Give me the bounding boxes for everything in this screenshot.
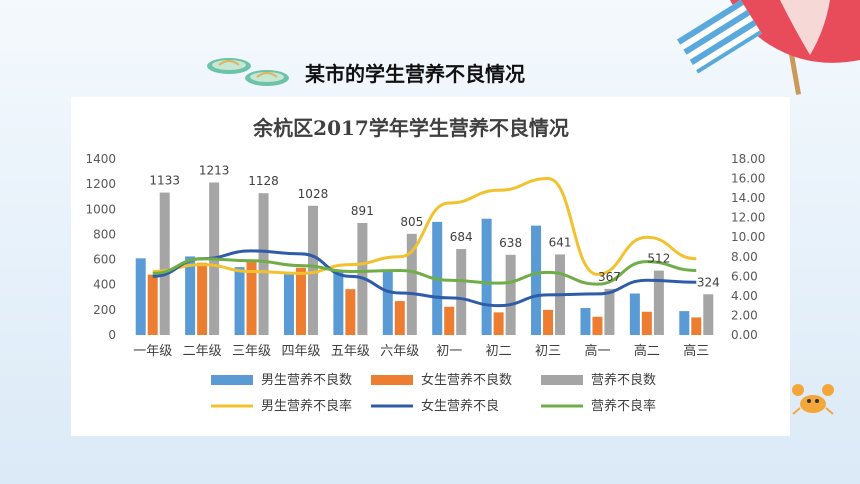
legend-label: 女生营养不良数 bbox=[421, 372, 512, 388]
flip-flops-icon bbox=[207, 58, 289, 86]
legend-label: 营养不良率 bbox=[591, 398, 656, 414]
legend-swatch bbox=[211, 375, 253, 385]
y-left-tick-label: 600 bbox=[93, 253, 116, 267]
x-tick-label: 三年级 bbox=[232, 344, 271, 359]
bar-data-label: 638 bbox=[499, 236, 522, 250]
y-right-tick-label: 2.00 bbox=[731, 308, 758, 322]
bar bbox=[604, 288, 615, 335]
y-right-tick-label: 18.00 bbox=[731, 152, 765, 166]
y-right-tick-label: 6.00 bbox=[731, 269, 758, 283]
x-tick-label: 六年级 bbox=[380, 344, 419, 359]
bar bbox=[531, 225, 542, 335]
bar bbox=[493, 312, 504, 335]
legend-label: 男生营养不良数 bbox=[261, 372, 352, 388]
bar bbox=[543, 309, 554, 335]
y-left-tick-label: 0 bbox=[108, 328, 116, 342]
x-tick-label: 初二 bbox=[486, 344, 512, 359]
bar bbox=[679, 311, 690, 335]
bar bbox=[444, 306, 455, 335]
legend-swatch bbox=[371, 375, 413, 385]
y-right-tick-label: 14.00 bbox=[731, 191, 765, 205]
crab-icon bbox=[792, 384, 834, 415]
x-tick-label: 初三 bbox=[535, 344, 561, 359]
legend-label: 女生营养不良 bbox=[421, 398, 499, 414]
bar bbox=[295, 267, 306, 335]
legend-swatch bbox=[541, 375, 583, 385]
legend-label: 营养不良数 bbox=[591, 372, 656, 388]
bar-data-label: 641 bbox=[549, 235, 572, 249]
slide-title: 某市的学生营养不良情况 bbox=[305, 62, 525, 86]
bar bbox=[481, 218, 492, 335]
bar bbox=[197, 262, 208, 335]
x-tick-label: 二年级 bbox=[183, 344, 222, 359]
bar bbox=[246, 262, 257, 335]
bar-data-label: 805 bbox=[400, 215, 423, 229]
bar-data-label: 324 bbox=[697, 275, 720, 289]
bar bbox=[234, 267, 245, 335]
bar-data-label: 1213 bbox=[199, 164, 230, 178]
y-left-tick-label: 1400 bbox=[85, 152, 116, 166]
bar bbox=[147, 274, 158, 335]
bar bbox=[580, 307, 591, 335]
y-left-tick-label: 1200 bbox=[85, 177, 116, 191]
bar-data-label: 684 bbox=[450, 230, 473, 244]
y-right-tick-label: 12.00 bbox=[731, 211, 765, 225]
bar bbox=[159, 192, 170, 335]
x-tick-label: 高二 bbox=[634, 343, 660, 359]
bar-data-label: 1028 bbox=[298, 187, 329, 201]
y-right-tick-label: 8.00 bbox=[731, 250, 758, 264]
series-line bbox=[152, 177, 697, 276]
bar bbox=[691, 317, 702, 335]
bar bbox=[629, 293, 640, 335]
bar bbox=[307, 205, 318, 335]
x-tick-label: 高三 bbox=[683, 343, 709, 359]
bar bbox=[394, 301, 405, 335]
bar-data-label: 367 bbox=[598, 270, 621, 284]
y-left-tick-label: 800 bbox=[93, 227, 116, 241]
bar bbox=[641, 311, 652, 335]
bar bbox=[592, 316, 603, 335]
bar bbox=[333, 270, 344, 335]
y-left-tick-label: 400 bbox=[93, 278, 116, 292]
y-right-tick-label: 10.00 bbox=[731, 230, 765, 244]
bar bbox=[345, 289, 356, 335]
series-line bbox=[152, 249, 697, 308]
x-tick-label: 高一 bbox=[584, 343, 610, 359]
bar bbox=[703, 294, 714, 335]
chart-title: 余杭区2017学年学生营养不良情况 bbox=[252, 116, 569, 140]
bar bbox=[258, 193, 269, 335]
bar bbox=[185, 256, 196, 335]
y-left-tick-label: 1000 bbox=[85, 202, 116, 216]
bar-data-label: 512 bbox=[647, 252, 670, 266]
bar bbox=[505, 254, 516, 335]
bar-data-label: 1133 bbox=[149, 174, 180, 188]
bar bbox=[406, 233, 417, 335]
x-tick-label: 四年级 bbox=[281, 344, 320, 359]
y-right-tick-label: 4.00 bbox=[731, 289, 758, 303]
bar bbox=[653, 270, 664, 335]
chart-panel: 余杭区2017学年学生营养不良情况 0 200 400 600 800 1000 1200 1… bbox=[71, 97, 790, 436]
bar bbox=[382, 269, 393, 335]
bar bbox=[283, 273, 294, 335]
y-left-tick-label: 200 bbox=[93, 303, 116, 317]
bar bbox=[456, 249, 467, 335]
x-tick-label: 初一 bbox=[436, 344, 462, 359]
beach-umbrella-icon bbox=[676, 0, 860, 95]
chart: 余杭区2017学年学生营养不良情况 0 200 400 600 800 1000 1200 1… bbox=[85, 116, 765, 414]
y-right-tick-label: 16.00 bbox=[731, 172, 765, 186]
x-tick-label: 五年级 bbox=[331, 344, 370, 359]
bar-data-label: 891 bbox=[351, 204, 374, 218]
x-tick-label: 一年级 bbox=[133, 344, 172, 359]
bar bbox=[135, 258, 146, 335]
bar-data-label: 1128 bbox=[248, 174, 279, 188]
series-line bbox=[152, 257, 697, 286]
y-right-tick-label: 0.00 bbox=[731, 328, 758, 342]
legend-label: 男生营养不良率 bbox=[261, 398, 352, 414]
